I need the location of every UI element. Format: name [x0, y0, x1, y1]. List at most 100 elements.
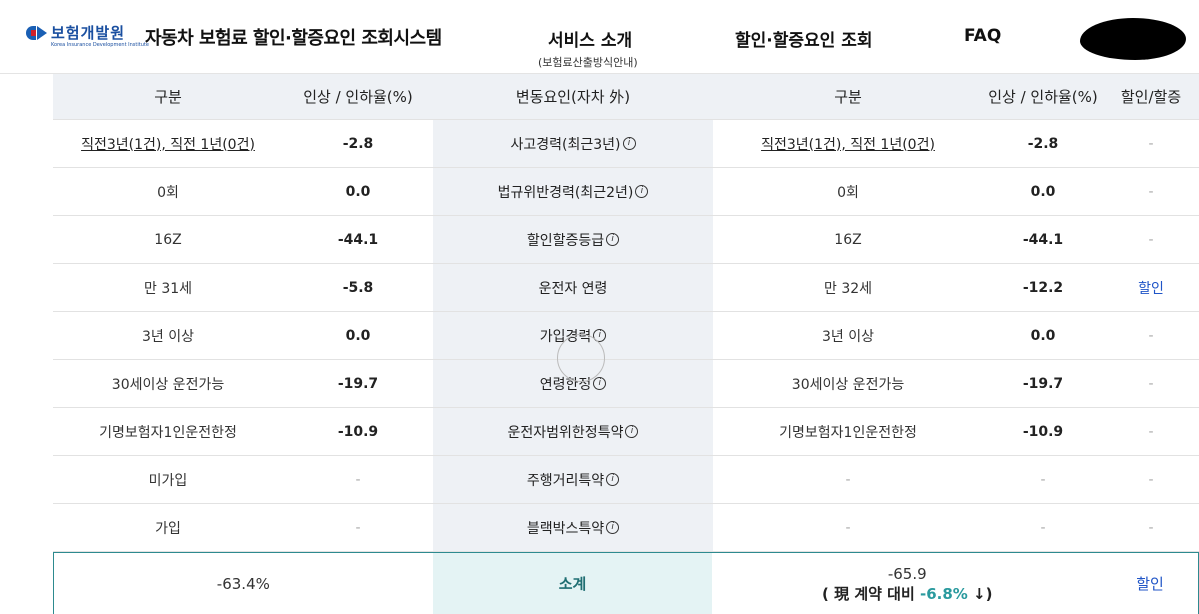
subtotal-left-value: -63.4%: [216, 574, 270, 593]
compare-prefix: ( 現 계약 대비: [822, 584, 920, 603]
subtotal-right-value: -65.9: [887, 564, 927, 583]
result-value: -: [1148, 519, 1154, 536]
result-value: 할인: [1138, 280, 1164, 297]
info-icon[interactable]: i: [622, 137, 636, 150]
left-label: 30세이상 운전가능: [111, 376, 225, 393]
info-icon[interactable]: i: [635, 185, 649, 198]
right-rate: 0.0: [1030, 327, 1056, 344]
mouse-cursor-ring: [557, 334, 605, 382]
info-icon[interactable]: i: [606, 233, 620, 246]
right-rate: -19.7: [1022, 375, 1064, 392]
factor-text: 운전자범위한정특약: [507, 424, 624, 441]
result-value: -: [1148, 135, 1154, 152]
left-rate: -5.8: [342, 279, 374, 296]
left-rate: -10.9: [337, 423, 379, 440]
subtotal-result: 할인: [1136, 575, 1164, 593]
result-value: -: [1148, 231, 1154, 248]
left-label: 3년 이상: [142, 328, 194, 345]
table-row: 가입 - 블랙박스특약 i - - -: [53, 504, 1199, 552]
result-value: -: [1148, 471, 1154, 488]
table-row: 30세이상 운전가능 -19.7 연령한정 i 30세이상 운전가능 -19.7 …: [53, 360, 1199, 408]
info-icon[interactable]: i: [593, 377, 607, 390]
left-label: 0회: [157, 184, 179, 201]
compare-to-current: ( 現 계약 대비 -6.8% ↓): [822, 584, 992, 604]
subtotal-right: -65.9 ( 現 계약 대비 -6.8% ↓): [712, 553, 1102, 614]
table-row: 3년 이상 0.0 가입경력 i 3년 이상 0.0 -: [53, 312, 1199, 360]
factor-label: 운전자 연령: [433, 264, 713, 311]
left-rate: -: [355, 519, 361, 536]
nav-discount-lookup[interactable]: 할인·할증요인 조회: [735, 31, 873, 51]
kidi-logo[interactable]: 보험개발원 Korea Insurance Development Instit…: [26, 24, 149, 48]
result-value: -: [1148, 327, 1154, 344]
left-label: 가입: [155, 520, 181, 537]
left-label: 미가입: [148, 472, 188, 489]
right-label: 직전3년(1건), 직전 1년(0건): [761, 136, 935, 153]
factor-label[interactable]: 운전자범위한정특약 i: [433, 408, 713, 455]
right-rate: -44.1: [1022, 231, 1064, 248]
logo-korean-name: 보험개발원: [51, 24, 126, 42]
info-icon[interactable]: i: [625, 425, 639, 438]
header-result: 할인/할증: [1103, 74, 1199, 119]
result-value: -: [1148, 183, 1154, 200]
table-row: 직전3년(1건), 직전 1년(0건) -2.8 사고경력(최근3년) i 직전3…: [53, 120, 1199, 168]
compare-suffix: ↓): [967, 584, 993, 603]
factor-text: 사고경력(최근3년): [510, 136, 621, 153]
right-label: 만 32세: [823, 280, 873, 297]
right-label: 30세이상 운전가능: [791, 376, 905, 393]
top-header: 보험개발원 Korea Insurance Development Instit…: [0, 0, 1199, 74]
factor-comparison-table: 구분 인상 / 인하율(%) 변동요인(자차 外) 구분 인상 / 인하율(%)…: [53, 74, 1199, 614]
header-right-category: 구분: [713, 74, 983, 119]
left-rate: -2.8: [342, 135, 374, 152]
nav-faq[interactable]: FAQ: [964, 26, 1002, 46]
factor-label[interactable]: 사고경력(최근3년) i: [433, 120, 713, 167]
info-icon[interactable]: i: [593, 329, 607, 342]
right-label: -: [845, 471, 851, 488]
header-left-rate: 인상 / 인하율(%): [283, 74, 433, 119]
left-label: 16Z: [154, 231, 182, 248]
right-label: 기명보험자1인운전한정: [779, 424, 917, 441]
left-rate: 0.0: [345, 327, 371, 344]
info-icon[interactable]: i: [606, 473, 620, 486]
factor-text: 운전자 연령: [538, 280, 608, 297]
factor-text: 주행거리특약: [526, 472, 605, 489]
factor-label[interactable]: 주행거리특약 i: [433, 456, 713, 503]
nav-service-intro[interactable]: 서비스 소개: [548, 31, 633, 51]
factor-label[interactable]: 할인할증등급 i: [433, 216, 713, 263]
factor-label[interactable]: 법규위반경력(최근2년) i: [433, 168, 713, 215]
right-label: 3년 이상: [822, 328, 874, 345]
subtotal-row: -63.4% 소계 -65.9 ( 現 계약 대비 -6.8% ↓) 할인: [53, 552, 1199, 614]
site-title[interactable]: 자동차 보험료 할인·할증요인 조회시스템: [145, 28, 442, 49]
right-rate: -: [1040, 471, 1046, 488]
info-icon[interactable]: i: [606, 521, 620, 534]
table-row: 기명보험자1인운전한정 -10.9 운전자범위한정특약 i 기명보험자1인운전한정…: [53, 408, 1199, 456]
left-rate: -44.1: [337, 231, 379, 248]
table-row: 만 31세 -5.8 운전자 연령 만 32세 -12.2 할인: [53, 264, 1199, 312]
left-rate: -19.7: [337, 375, 379, 392]
right-label: 0회: [837, 184, 859, 201]
header-right-rate: 인상 / 인하율(%): [983, 74, 1103, 119]
right-rate: -10.9: [1022, 423, 1064, 440]
factor-text: 블랙박스특약: [526, 520, 605, 537]
factor-text: 법규위반경력(최근2년): [497, 184, 634, 201]
right-rate: 0.0: [1030, 183, 1056, 200]
left-rate: 0.0: [345, 183, 371, 200]
redacted-account-area: [1080, 18, 1186, 60]
left-rate: -: [355, 471, 361, 488]
compare-value: -6.8%: [919, 584, 968, 603]
nav-service-intro-sub[interactable]: (보험료산출방식안내): [538, 56, 638, 69]
right-label: 16Z: [834, 231, 862, 248]
logo-english-name: Korea Insurance Development Institute: [51, 42, 149, 48]
header-factor: 변동요인(자차 外): [433, 74, 713, 119]
left-label: 기명보험자1인운전한정: [99, 424, 237, 441]
right-rate: -: [1040, 519, 1046, 536]
right-rate: -2.8: [1027, 135, 1059, 152]
left-label: 만 31세: [143, 280, 193, 297]
table-row: 0회 0.0 법규위반경력(최근2년) i 0회 0.0 -: [53, 168, 1199, 216]
kidi-logo-icon: [26, 24, 48, 42]
header-left-category: 구분: [53, 74, 283, 119]
table-row: 16Z -44.1 할인할증등급 i 16Z -44.1 -: [53, 216, 1199, 264]
factor-label[interactable]: 블랙박스특약 i: [433, 504, 713, 551]
right-label: -: [845, 519, 851, 536]
result-value: -: [1148, 423, 1154, 440]
table-row: 미가입 - 주행거리특약 i - - -: [53, 456, 1199, 504]
